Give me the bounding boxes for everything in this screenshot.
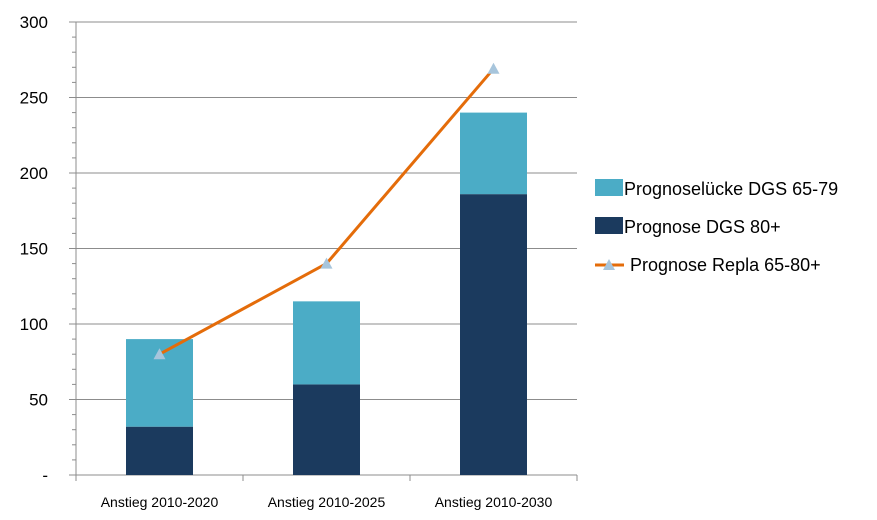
bars <box>126 112 527 475</box>
line-marker <box>153 348 166 360</box>
legend-label: Prognoselücke DGS 65-79 <box>624 179 838 199</box>
y-tick-label: 300 <box>20 13 48 32</box>
line-series <box>153 62 500 360</box>
legend-label: Prognose DGS 80+ <box>624 217 781 237</box>
y-tick-label: 150 <box>20 240 48 259</box>
bar-segment <box>293 384 360 475</box>
line-marker <box>487 62 500 74</box>
legend-swatch <box>595 217 623 234</box>
legend-label: Prognose Repla 65-80+ <box>630 255 821 275</box>
bar-segment <box>126 426 193 475</box>
y-tick-label: 100 <box>20 315 48 334</box>
legend-marker <box>603 259 615 270</box>
bar-segment <box>460 194 527 475</box>
legend-swatch <box>595 179 623 196</box>
line-marker <box>320 257 333 269</box>
y-tick-label: 50 <box>29 391 48 410</box>
x-tick-label: Anstieg 2010-2030 <box>435 494 553 510</box>
y-tick-label: 250 <box>20 89 48 108</box>
y-tick-label: - <box>42 466 48 485</box>
y-tick-label: 200 <box>20 164 48 183</box>
legend: Prognoselücke DGS 65-79 Prognose DGS 80+ P… <box>595 179 838 275</box>
bar-segment <box>460 112 527 195</box>
x-tick-label: Anstieg 2010-2020 <box>101 494 219 510</box>
bar-segment <box>293 301 360 385</box>
x-tick-label: Anstieg 2010-2025 <box>268 494 386 510</box>
